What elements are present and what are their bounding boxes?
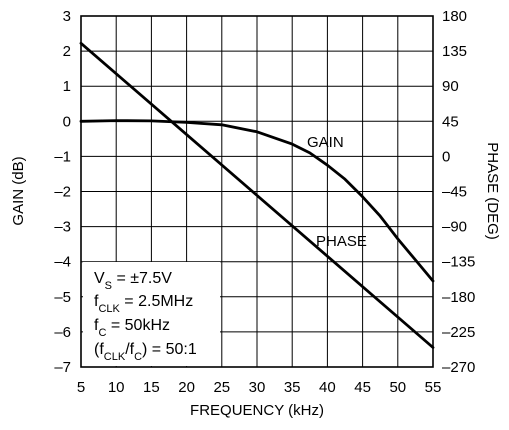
y-tick-label: –6 (54, 324, 71, 341)
y-tick-label: –5 (54, 289, 71, 306)
annotation-line: (fCLK/fC) = 50:1 (94, 341, 197, 363)
y-tick-label: 2 (63, 43, 71, 60)
series-label-phase: PHASE (316, 233, 367, 250)
y2-tick-label: 180 (442, 8, 467, 25)
y2-tick-label: 135 (442, 43, 467, 60)
x-tick-label: 25 (213, 379, 230, 396)
tick-labels: 5 10 15 20 25 30 35 40 45 50 553210–1–2–3–4–5–6–71… (54, 8, 475, 396)
y-tick-label: –2 (54, 184, 71, 201)
series-label-gain: GAIN (307, 134, 344, 151)
y-tick-label: –3 (54, 219, 71, 236)
curves (79, 41, 435, 349)
y-tick-label: –4 (54, 254, 71, 271)
annotation-line: fC = 50kHz (94, 317, 170, 339)
plot-frame (80, 15, 434, 368)
x-tick-label: 10 (108, 379, 125, 396)
x-tick-label: 40 (319, 379, 336, 396)
y2-tick-label: –90 (442, 219, 467, 236)
y-axis-label: GAIN (dB) (10, 156, 27, 225)
y2-tick-label: 0 (442, 148, 450, 165)
x-tick-label: 45 (354, 379, 371, 396)
y-tick-label: 1 (63, 78, 71, 95)
y2-tick-label: 90 (442, 78, 459, 95)
y-tick-label: 3 (63, 8, 71, 25)
x-tick-label: 35 (284, 379, 301, 396)
series-line-phase (79, 41, 435, 349)
x-axis-label: FREQUENCY (kHz) (190, 402, 324, 419)
y2-tick-label: –180 (442, 289, 475, 306)
annotation-box (83, 262, 220, 366)
x-tick-label: 50 (389, 379, 406, 396)
annotation-line: fCLK = 2.5MHz (94, 293, 193, 315)
x-tick-label: 5 (77, 379, 85, 396)
y2-tick-label: 45 (442, 113, 459, 130)
y2-axis-label: PHASE (DEG) (484, 142, 501, 240)
annotation-line: VS = ±7.5V (94, 270, 172, 292)
x-tick-label: 15 (143, 379, 160, 396)
y2-tick-label: –270 (442, 359, 475, 376)
y-tick-label: –1 (54, 148, 71, 165)
y-tick-label: 0 (63, 113, 71, 130)
x-tick-label: 30 (249, 379, 266, 396)
series-line-gain (79, 119, 435, 283)
y2-tick-label: –225 (442, 324, 475, 341)
y2-tick-label: –135 (442, 254, 475, 271)
x-tick-label: 20 (178, 379, 195, 396)
y-tick-label: –7 (54, 359, 71, 376)
y2-tick-label: –45 (442, 184, 467, 201)
x-tick-label: 55 (425, 379, 442, 396)
